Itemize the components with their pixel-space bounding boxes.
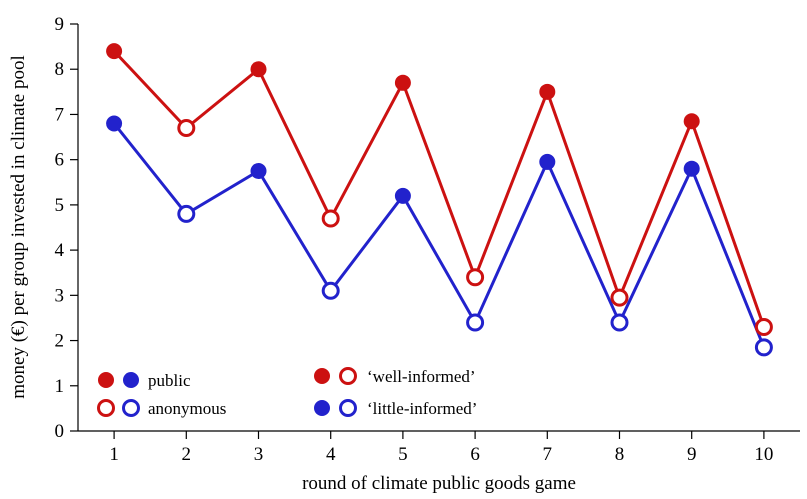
series-line-1 xyxy=(112,122,766,348)
data-point-s1-1 xyxy=(106,115,123,132)
legend-marker-1-1 xyxy=(122,399,140,417)
x-tick-label-6: 6 xyxy=(470,444,480,465)
data-point-s0-3 xyxy=(250,61,267,78)
series-lines xyxy=(112,50,766,348)
legend-marker-0-0 xyxy=(98,372,114,388)
y-tick-label-8: 8 xyxy=(55,59,65,80)
legend: public anonymous ‘well-informed’ ‘little-in… xyxy=(97,367,477,418)
x-tick-label-9: 9 xyxy=(687,444,697,465)
y-tick-label-9: 9 xyxy=(55,14,65,35)
legend-label-2: ‘well-informed’ xyxy=(367,367,476,386)
y-axis-title: money (€) per group invested in climate … xyxy=(8,55,29,399)
legend-marker-2-1 xyxy=(339,367,357,385)
x-axis-title: round of climate public goods game xyxy=(302,473,576,494)
x-tick-label-10: 10 xyxy=(754,444,773,465)
data-point-s1-9 xyxy=(683,160,700,177)
axes xyxy=(77,24,800,432)
legend-marker-3-1 xyxy=(339,399,357,417)
legend-marker-0-1 xyxy=(123,372,139,388)
legend-marker-2-0 xyxy=(314,368,330,384)
x-tick-label-1: 1 xyxy=(109,444,119,465)
data-point-s0-2 xyxy=(177,119,196,138)
x-tick-label-3: 3 xyxy=(254,444,264,465)
legend-marker-3-0 xyxy=(314,400,330,416)
data-point-s1-8 xyxy=(610,313,629,332)
data-point-s0-10 xyxy=(754,317,773,336)
legend-label-3: ‘little-informed’ xyxy=(367,399,477,418)
data-point-s1-2 xyxy=(177,204,196,223)
data-point-s1-5 xyxy=(394,187,411,204)
x-tick-label-7: 7 xyxy=(543,444,553,465)
data-point-s1-3 xyxy=(250,162,267,179)
y-tick-label-7: 7 xyxy=(55,104,65,125)
y-tick-label-6: 6 xyxy=(55,150,65,171)
legend-label-0: public xyxy=(148,371,191,390)
y-tick-label-1: 1 xyxy=(55,376,65,397)
y-tick-label-0: 0 xyxy=(55,421,65,442)
data-point-s0-5 xyxy=(394,74,411,91)
legend-marker-1-0 xyxy=(97,399,115,417)
x-tick-label-2: 2 xyxy=(182,444,192,465)
y-tick-label-2: 2 xyxy=(55,331,65,352)
x-tick-label-5: 5 xyxy=(398,444,408,465)
data-point-s0-9 xyxy=(683,113,700,130)
data-point-s1-4 xyxy=(321,281,340,300)
data-point-s1-7 xyxy=(539,153,556,170)
data-point-s0-6 xyxy=(466,268,485,287)
y-tick-label-3: 3 xyxy=(55,285,65,306)
series-line-0 xyxy=(113,50,766,328)
x-tick-label-4: 4 xyxy=(326,444,336,465)
y-tick-label-4: 4 xyxy=(55,240,65,261)
data-point-s0-8 xyxy=(610,288,629,307)
data-point-s0-1 xyxy=(106,43,123,60)
x-tick-label-8: 8 xyxy=(615,444,625,465)
data-point-s1-10 xyxy=(754,338,773,357)
y-tick-label-5: 5 xyxy=(55,195,65,216)
data-point-s0-7 xyxy=(539,83,556,100)
series-markers xyxy=(106,43,773,357)
data-point-s0-4 xyxy=(321,209,340,228)
legend-label-1: anonymous xyxy=(148,399,226,418)
ticks: 0 1 2 3 4 5 6 7 8 9 1 2 3 4 5 6 7 8 9 10 xyxy=(55,14,774,465)
data-point-s1-6 xyxy=(466,313,485,332)
